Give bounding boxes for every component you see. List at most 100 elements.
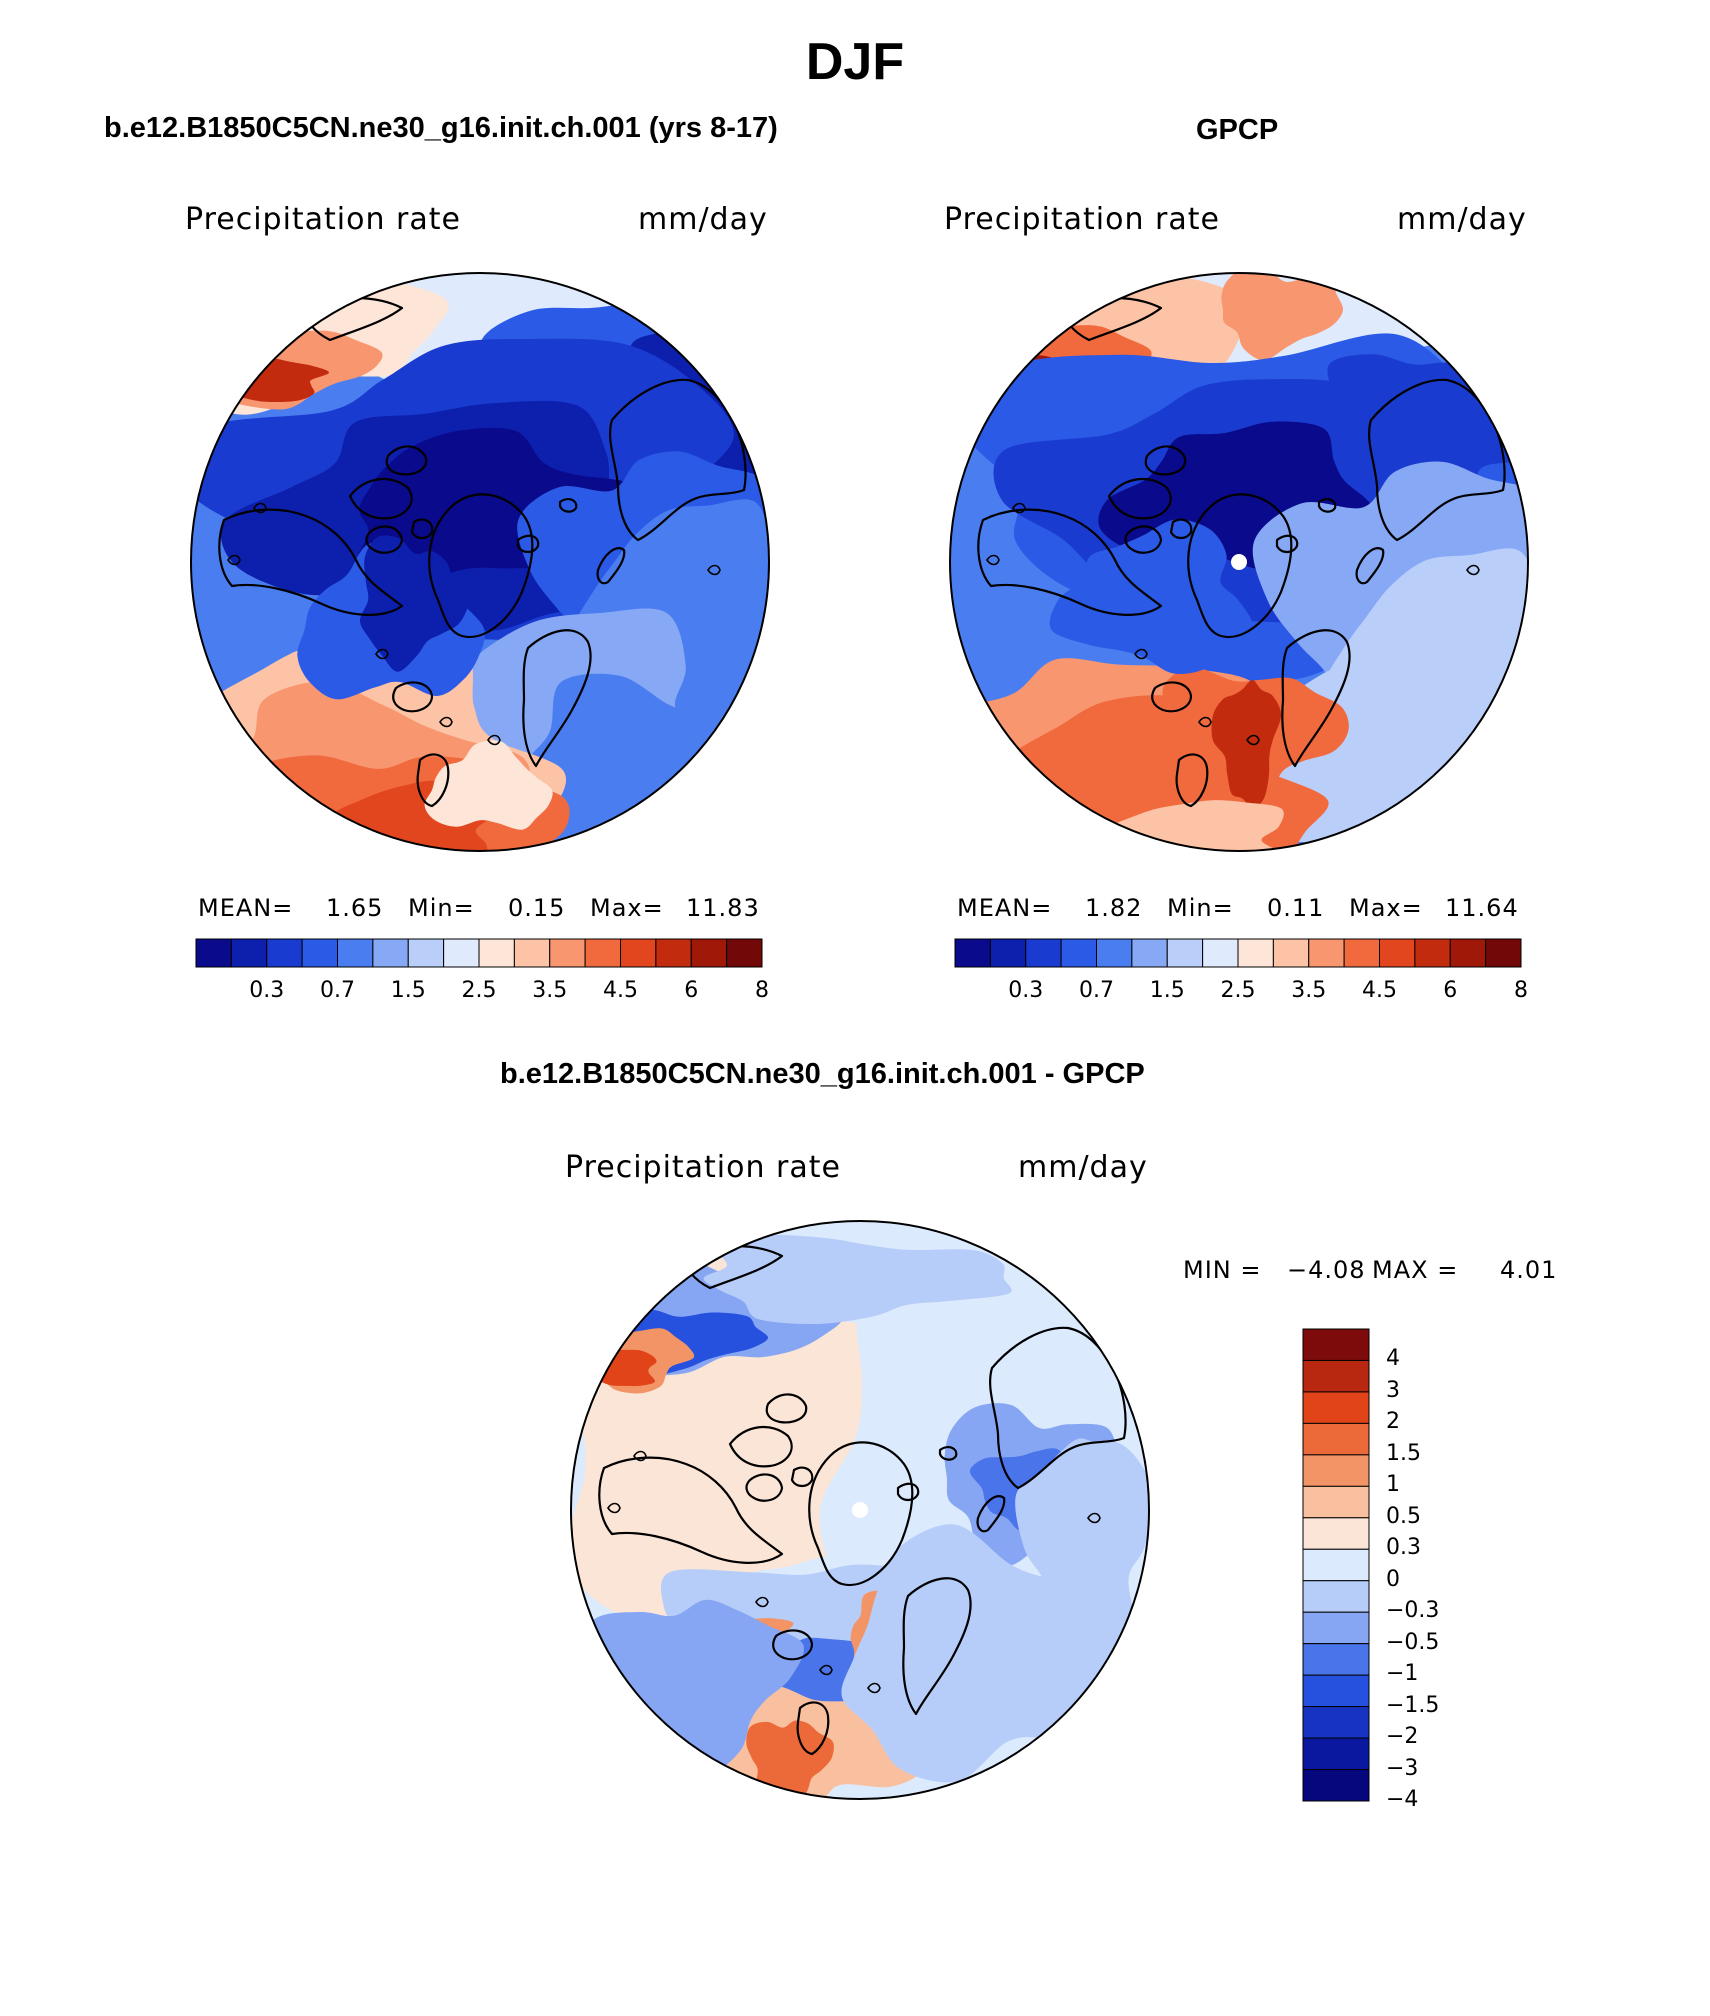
colorbar-tick-label: −0.3 (1386, 1598, 1440, 1624)
obs-colorbar-ticks: 0.3 0.7 1.5 2.5 3.5 4.5 6 8 (955, 978, 1528, 1008)
obs-precip-map (949, 272, 1529, 852)
diff-colorbar (1302, 1328, 1370, 1802)
colorbar-swatch (478, 938, 515, 968)
coastline (986, 554, 1000, 566)
colorbar-tick-label: 1.5 (1386, 1440, 1421, 1466)
coastline (609, 378, 747, 542)
colorbar-tick-label: 6 (1443, 978, 1458, 1003)
colorbar-tick-label: 0.3 (249, 978, 285, 1003)
colorbar-swatch (1131, 938, 1168, 968)
coastline (976, 1495, 1006, 1533)
coastline (745, 1473, 784, 1502)
map-border (570, 1220, 1150, 1800)
colorbar-swatch (1308, 938, 1345, 968)
colorbar-swatch (1302, 1611, 1370, 1645)
coastline (808, 1441, 914, 1587)
coastline (1275, 534, 1299, 554)
colorbar-tick-label: 8 (755, 978, 769, 1003)
coastline (1087, 1512, 1101, 1524)
map-border (949, 272, 1529, 852)
colorbar-tick-label: 0 (1386, 1566, 1400, 1592)
colorbar-swatch (1485, 938, 1522, 968)
coastline (416, 753, 450, 808)
diff-panel-title: b.e12.B1850C5CN.ne30_g16.init.ch.001 - G… (500, 1058, 1145, 1090)
colorbar-swatch (1302, 1485, 1370, 1519)
colorbar-swatch (1379, 938, 1416, 968)
coastline (253, 502, 267, 514)
coastline (633, 1450, 647, 1462)
map-contour-region (1015, 1438, 1149, 1681)
coastline (1107, 477, 1172, 520)
colorbar-swatch (690, 938, 728, 968)
colorbar-swatch (1237, 938, 1274, 968)
coastline (765, 1393, 808, 1424)
coastline (896, 1482, 920, 1502)
colorbar-tick-label: 2.5 (461, 978, 497, 1003)
map-contour-region (191, 357, 330, 403)
colorbar-tick-label: 3 (1386, 1377, 1400, 1403)
colorbar-tick-label: 1.5 (390, 978, 426, 1003)
map-contour-region (1049, 519, 1253, 675)
model-precip-map (190, 272, 770, 852)
colorbar-swatch (726, 938, 763, 968)
diff-right-label: mm/day (1018, 1150, 1148, 1185)
colorbar-swatch (1414, 938, 1451, 968)
map-contour-region (1211, 680, 1282, 808)
obs-right-label: mm/day (1397, 202, 1527, 237)
coastline (1187, 493, 1293, 639)
colorbar-swatch (1449, 938, 1487, 968)
colorbar-swatch (1302, 1422, 1370, 1456)
colorbar-tick-label: −0.5 (1386, 1629, 1440, 1655)
coastline (867, 1682, 881, 1694)
colorbar-swatch (1272, 938, 1310, 968)
coastline (1355, 547, 1385, 585)
colorbar-swatch (549, 938, 586, 968)
colorbar-swatch (1302, 1517, 1370, 1550)
coastline (365, 525, 404, 554)
colorbar-tick-label: −4 (1386, 1787, 1419, 1812)
diff-max-value: 4.01 (1500, 1256, 1558, 1284)
diff-left-label: Precipitation rate (565, 1150, 841, 1185)
coastline (819, 1664, 833, 1676)
model-max-label: Max= (590, 894, 664, 922)
coastline (977, 508, 1163, 616)
coastline (392, 681, 434, 713)
colorbar-tick-label: −3 (1386, 1755, 1419, 1781)
coastline (1144, 445, 1187, 476)
colorbar-swatch (443, 938, 480, 968)
figure-title: DJF (805, 33, 905, 91)
colorbar-tick-label: 3.5 (1291, 978, 1327, 1003)
coastline (1246, 734, 1260, 746)
colorbar-tick-label: 1 (1386, 1472, 1400, 1498)
coastline (938, 1446, 958, 1461)
model-right-label: mm/day (638, 202, 768, 237)
coastline (487, 734, 501, 746)
colorbar-tick-label: 4 (1386, 1346, 1400, 1372)
model-colorbar-ticks: 0.3 0.7 1.5 2.5 3.5 4.5 6 8 (196, 978, 769, 1008)
model-panel-title: b.e12.B1850C5CN.ne30_g16.init.ch.001 (yr… (104, 112, 778, 144)
colorbar-swatch (1302, 1454, 1370, 1487)
diff-min-value: −4.08 (1287, 1256, 1366, 1284)
map-contour-region (1081, 800, 1284, 851)
coastline (227, 554, 241, 566)
colorbar-swatch (407, 938, 445, 968)
coastline (516, 534, 540, 554)
coastline (375, 648, 389, 660)
coastline (790, 1466, 814, 1488)
coastline (428, 493, 534, 639)
coastline (1198, 716, 1212, 728)
colorbar-swatch (620, 938, 657, 968)
colorbar-swatch (989, 938, 1027, 968)
diff-max-label: MAX = (1372, 1256, 1459, 1284)
colorbar-tick-label: 4.5 (1362, 978, 1397, 1003)
colorbar-swatch (1302, 1706, 1370, 1739)
colorbar-tick-label: 2 (1386, 1409, 1400, 1435)
obs-panel-title: GPCP (1196, 114, 1279, 146)
map-contour-region (359, 535, 469, 672)
map-contour-region (1221, 273, 1344, 361)
colorbar-swatch (513, 938, 551, 968)
coastline (558, 498, 578, 513)
colorbar-swatch (1302, 1737, 1370, 1771)
coastline (728, 1425, 793, 1468)
model-mean-label: MEAN= (198, 894, 294, 922)
